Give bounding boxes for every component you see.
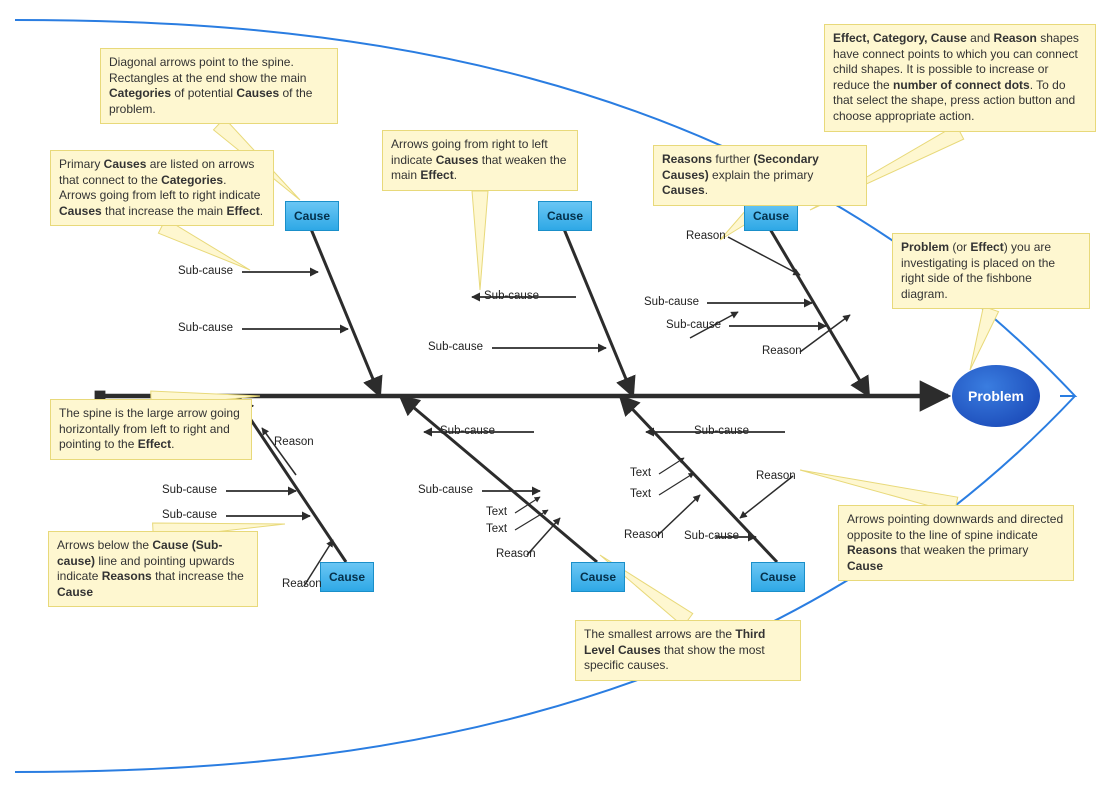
callout-third-level: The smallest arrows are the Third Level … bbox=[575, 620, 801, 681]
third-level-text-label: Text bbox=[486, 523, 507, 535]
cause-box[interactable]: Cause bbox=[751, 562, 805, 592]
sub-cause-label: Sub-cause bbox=[418, 484, 473, 496]
sub-cause-label: Sub-cause bbox=[694, 425, 749, 437]
reason-label: Reason bbox=[686, 230, 726, 242]
callout-problem-callout: Problem (or Effect) you are investigatin… bbox=[892, 233, 1090, 309]
callout-reasons-increase: Arrows below the Cause (Sub-cause) line … bbox=[48, 531, 258, 607]
sub-cause-label: Sub-cause bbox=[162, 509, 217, 521]
sub-cause-label: Sub-cause bbox=[666, 319, 721, 331]
callout-weaken-effect: Arrows going from right to left indicate… bbox=[382, 130, 578, 191]
reason-label: Reason bbox=[756, 470, 796, 482]
reason-label: Reason bbox=[624, 529, 664, 541]
callout-connect-points: Effect, Category, Cause and Reason shape… bbox=[824, 24, 1096, 132]
reason-label: Reason bbox=[282, 578, 322, 590]
cause-box[interactable]: Cause bbox=[320, 562, 374, 592]
callout-primary-causes: Primary Causes are listed on arrows that… bbox=[50, 150, 274, 226]
sub-cause-label: Sub-cause bbox=[644, 296, 699, 308]
reason-label: Reason bbox=[762, 345, 802, 357]
sub-cause-label: Sub-cause bbox=[684, 530, 739, 542]
cause-box[interactable]: Cause bbox=[571, 562, 625, 592]
third-level-text-label: Text bbox=[486, 506, 507, 518]
callout-spine-callout: The spine is the large arrow going horiz… bbox=[50, 399, 252, 460]
sub-cause-label: Sub-cause bbox=[178, 322, 233, 334]
sub-cause-label: Sub-cause bbox=[484, 290, 539, 302]
third-level-text-label: Text bbox=[630, 467, 651, 479]
sub-cause-label: Sub-cause bbox=[178, 265, 233, 277]
sub-cause-label: Sub-cause bbox=[428, 341, 483, 353]
sub-cause-label: Sub-cause bbox=[440, 425, 495, 437]
callout-weaken-cause: Arrows pointing downwards and directed o… bbox=[838, 505, 1074, 581]
sub-cause-label: Sub-cause bbox=[162, 484, 217, 496]
cause-box[interactable]: Cause bbox=[538, 201, 592, 231]
third-level-text-label: Text bbox=[630, 488, 651, 500]
reason-label: Reason bbox=[274, 436, 314, 448]
cause-box[interactable]: Cause bbox=[285, 201, 339, 231]
problem-ellipse[interactable]: Problem bbox=[952, 365, 1040, 427]
callout-diag-arrows: Diagonal arrows point to the spine. Rect… bbox=[100, 48, 338, 124]
callout-secondary-causes: Reasons further (Secondary Causes) expla… bbox=[653, 145, 867, 206]
reason-label: Reason bbox=[496, 548, 536, 560]
